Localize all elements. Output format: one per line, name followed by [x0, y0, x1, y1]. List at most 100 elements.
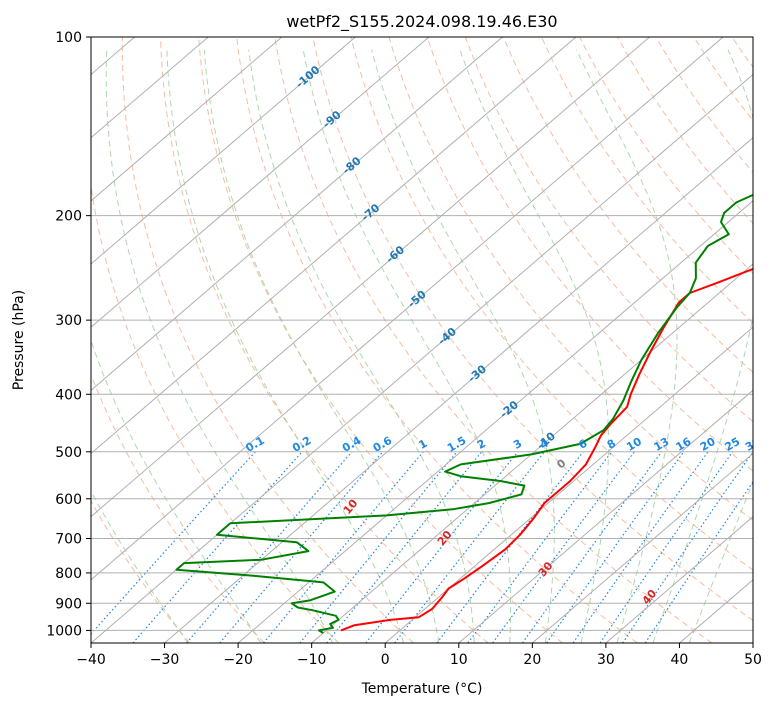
y-tick-label: 900 [55, 596, 82, 612]
isotherm-40 [679, 579, 753, 643]
plot-frame [90, 36, 754, 644]
dry-adiabat [579, 37, 753, 275]
isotherm--10 [311, 263, 753, 643]
x-tick-label: 20 [523, 652, 541, 668]
moist-adiabat [248, 49, 475, 643]
mixing-ratio-line [644, 480, 753, 643]
dry-adiabat [464, 37, 753, 423]
isotherm--140 [0, 37, 61, 643]
x-tick-label: −40 [76, 652, 106, 668]
isotherm-label: -100 [293, 63, 323, 91]
mixing-ratio-line [622, 451, 753, 643]
x-tick-label: 30 [597, 652, 615, 668]
moist-adiabat [166, 49, 405, 643]
grid [0, 37, 753, 643]
dry-adiabat [91, 373, 265, 643]
moist-adiabat [459, 49, 609, 643]
chart-title: wetPf2_S155.2024.098.19.46.E30 [286, 12, 557, 32]
axis-ticks: −40 −30 −20 −10 0 10 20 30 40 50 100 200 300 400 500 60… [46, 30, 762, 668]
isotherm--100 [91, 37, 356, 265]
x-tick-label: −30 [150, 652, 180, 668]
x-tick-label: 50 [744, 652, 762, 668]
dry-adiabat [655, 37, 753, 174]
moist-adiabat [302, 49, 512, 643]
isotherm--40 [91, 73, 753, 643]
dry-adiabat-label: 10 [341, 497, 361, 517]
y-tick-label: 400 [55, 387, 82, 403]
x-tick-label: 10 [450, 652, 468, 668]
isotherm-50 [752, 642, 753, 643]
moist-adiabat [371, 49, 555, 643]
isotherm--80 [91, 37, 503, 391]
moist-adiabat [652, 49, 753, 643]
mixing-ratio-label: 10 [624, 435, 644, 454]
mixing-ratio-line [492, 451, 635, 643]
y-tick-label: 1000 [46, 623, 82, 639]
x-tick-label: 40 [671, 652, 689, 668]
mixing-ratio-line [436, 451, 584, 643]
temperature-line [340, 267, 753, 632]
dry-adiabat [541, 37, 753, 324]
dry-adiabat [91, 183, 340, 643]
dry-adiabat [121, 37, 414, 643]
mixing-ratio-line [132, 451, 303, 643]
isotherm-10 [458, 389, 753, 643]
mixing-ratio-line [394, 451, 545, 643]
dry-adiabat [617, 37, 753, 224]
moist-adiabat [105, 49, 334, 643]
isotherm-0 [384, 326, 753, 643]
dry-adiabat [236, 37, 638, 643]
mixing-ratio-line [572, 451, 709, 643]
dry-adiabat [160, 37, 489, 643]
x-tick-label: 0 [381, 652, 390, 668]
background-lines [91, 37, 775, 643]
mixing-ratio-line [91, 451, 256, 635]
mixing-ratio-label: 25 [723, 435, 743, 454]
moist-adiabat [203, 49, 440, 643]
dry-adiabat [312, 37, 753, 621]
mixing-ratio-label: 13 [652, 435, 672, 454]
y-tick-label: 500 [55, 445, 82, 461]
y-tick-label: 600 [55, 492, 82, 508]
isotherm--90 [91, 37, 430, 328]
x-tick-label: −10 [297, 652, 327, 668]
mixing-ratio-line [522, 451, 663, 643]
y-tick-label: 200 [55, 209, 82, 225]
moist-adiabat [576, 49, 678, 643]
dry-adiabat [274, 37, 713, 643]
mixing-ratio-label: 16 [674, 435, 694, 454]
moist-adiabat [91, 490, 189, 643]
dry-adiabat [770, 37, 775, 643]
mixing-ratio-label: 2 [475, 437, 488, 452]
isotherm-30 [605, 516, 753, 643]
y-axis-label: Pressure (hPa) [11, 290, 27, 390]
dewpoint-line [175, 193, 753, 634]
mixing-ratio-line [365, 451, 519, 643]
mixing-ratio-label: 20 [698, 435, 718, 454]
y-tick-label: 100 [55, 30, 82, 46]
mixing-ratio-label: 3 [511, 437, 524, 452]
mixing-ratio-label: 1 [416, 437, 429, 452]
mixing-ratio-line [326, 451, 483, 643]
mixing-ratio-label: 36 [764, 435, 775, 454]
mixing-ratio-label: 30 [743, 435, 763, 454]
y-tick-label: 800 [55, 566, 82, 582]
isotherm--110 [91, 37, 283, 202]
mixing-ratio-line [219, 451, 384, 643]
isotherm--120 [91, 37, 209, 139]
isotherm--60 [91, 37, 650, 518]
isotherm--20 [237, 200, 753, 643]
mixing-ratio-line [263, 451, 424, 643]
dry-adiabat [426, 37, 753, 472]
moist-adiabat [91, 339, 262, 643]
isotherm--70 [91, 37, 577, 455]
dry-adiabat [198, 37, 563, 643]
dry-adiabat [91, 500, 191, 643]
mixing-ratio-line [546, 451, 685, 643]
y-tick-label: 700 [55, 532, 82, 548]
line-labels: -100-90-80-70-60-50-40-30-20-100.1 0.2 0.4… [243, 63, 775, 607]
x-axis-label: Temperature (°C) [361, 681, 483, 697]
series [175, 193, 753, 634]
isotherm-20 [532, 452, 753, 643]
